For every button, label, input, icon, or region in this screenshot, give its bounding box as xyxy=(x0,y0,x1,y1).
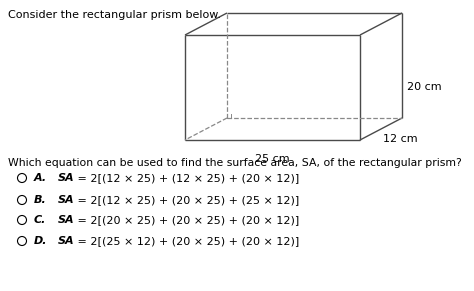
Text: SA: SA xyxy=(58,173,74,183)
Text: = 2[(12 × 25) + (20 × 25) + (25 × 12)]: = 2[(12 × 25) + (20 × 25) + (25 × 12)] xyxy=(74,195,299,205)
Text: SA: SA xyxy=(58,195,74,205)
Text: Which equation can be used to find the surface area, SA, of the rectangular pris: Which equation can be used to find the s… xyxy=(8,158,462,168)
Text: = 2[(25 × 12) + (20 × 25) + (20 × 12)]: = 2[(25 × 12) + (20 × 25) + (20 × 12)] xyxy=(74,236,299,246)
Text: = 2[(20 × 25) + (20 × 25) + (20 × 12)]: = 2[(20 × 25) + (20 × 25) + (20 × 12)] xyxy=(74,215,299,225)
Text: SA: SA xyxy=(58,236,74,246)
Text: C.: C. xyxy=(34,215,46,225)
Text: B.: B. xyxy=(34,195,47,205)
Text: = 2[(12 × 25) + (12 × 25) + (20 × 12)]: = 2[(12 × 25) + (12 × 25) + (20 × 12)] xyxy=(74,173,299,183)
Text: 12 cm: 12 cm xyxy=(383,134,418,144)
Text: 25 cm: 25 cm xyxy=(255,154,290,164)
Text: SA: SA xyxy=(58,215,74,225)
Text: D.: D. xyxy=(34,236,47,246)
Text: A.: A. xyxy=(34,173,47,183)
Text: Consider the rectangular prism below.: Consider the rectangular prism below. xyxy=(8,10,221,20)
Text: 20 cm: 20 cm xyxy=(407,83,442,93)
